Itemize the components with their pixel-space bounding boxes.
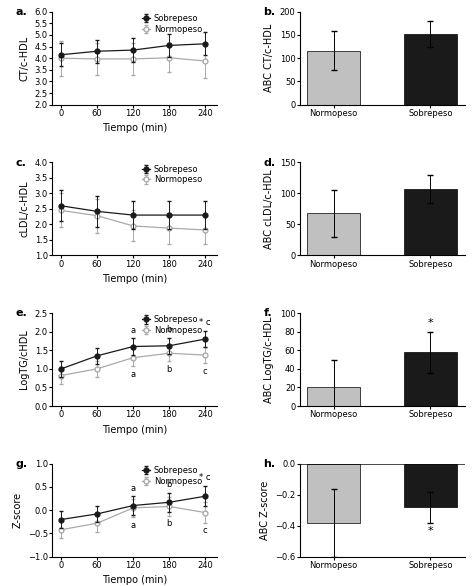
Text: e.: e.	[16, 308, 27, 318]
Text: c: c	[203, 526, 208, 536]
Y-axis label: Z-score: Z-score	[12, 492, 22, 528]
Bar	[307, 51, 360, 105]
Text: b.: b.	[263, 7, 275, 17]
Legend: Sobrepeso, Normopeso: Sobrepeso, Normopeso	[142, 315, 202, 335]
Y-axis label: ABC LogTG/c-HDL: ABC LogTG/c-HDL	[264, 316, 274, 403]
Text: *: *	[428, 318, 433, 328]
Text: f.: f.	[263, 308, 272, 318]
Bar	[307, 464, 360, 523]
Text: a: a	[130, 483, 136, 492]
Text: a.: a.	[16, 7, 27, 17]
Text: d.: d.	[263, 158, 275, 168]
Text: h.: h.	[263, 459, 275, 469]
Text: * c: * c	[200, 318, 211, 327]
Text: b: b	[166, 481, 172, 489]
X-axis label: Tiempo (min): Tiempo (min)	[102, 124, 167, 134]
Text: *: *	[428, 526, 433, 536]
X-axis label: Tiempo (min): Tiempo (min)	[102, 274, 167, 284]
Text: b: b	[166, 325, 172, 334]
Y-axis label: CT/c-HDL: CT/c-HDL	[19, 36, 29, 81]
Bar	[404, 34, 457, 105]
Text: a: a	[130, 370, 136, 379]
Text: c.: c.	[16, 158, 27, 168]
Y-axis label: cLDL/c-HDL: cLDL/c-HDL	[19, 180, 29, 237]
Bar	[404, 464, 457, 507]
Bar	[404, 189, 457, 255]
Legend: Sobrepeso, Normopeso: Sobrepeso, Normopeso	[142, 14, 202, 33]
Text: a: a	[130, 326, 136, 335]
Text: b: b	[166, 520, 172, 529]
Text: c: c	[203, 367, 208, 376]
Bar	[307, 213, 360, 255]
X-axis label: Tiempo (min): Tiempo (min)	[102, 575, 167, 585]
Text: g.: g.	[16, 459, 28, 469]
Y-axis label: LogTG/cHDL: LogTG/cHDL	[19, 329, 29, 390]
Bar	[307, 387, 360, 406]
Y-axis label: ABC Z-score: ABC Z-score	[260, 481, 270, 540]
Legend: Sobrepeso, Normopeso: Sobrepeso, Normopeso	[142, 466, 202, 486]
X-axis label: Tiempo (min): Tiempo (min)	[102, 425, 167, 435]
Y-axis label: ABC cLDL/c-HDL: ABC cLDL/c-HDL	[264, 169, 274, 248]
Text: * c: * c	[200, 473, 211, 482]
Y-axis label: ABC CT/c-HDL: ABC CT/c-HDL	[264, 24, 274, 93]
Text: a: a	[130, 521, 136, 530]
Text: b: b	[166, 365, 172, 374]
Bar	[404, 352, 457, 406]
Legend: Sobrepeso, Normopeso: Sobrepeso, Normopeso	[142, 165, 202, 185]
